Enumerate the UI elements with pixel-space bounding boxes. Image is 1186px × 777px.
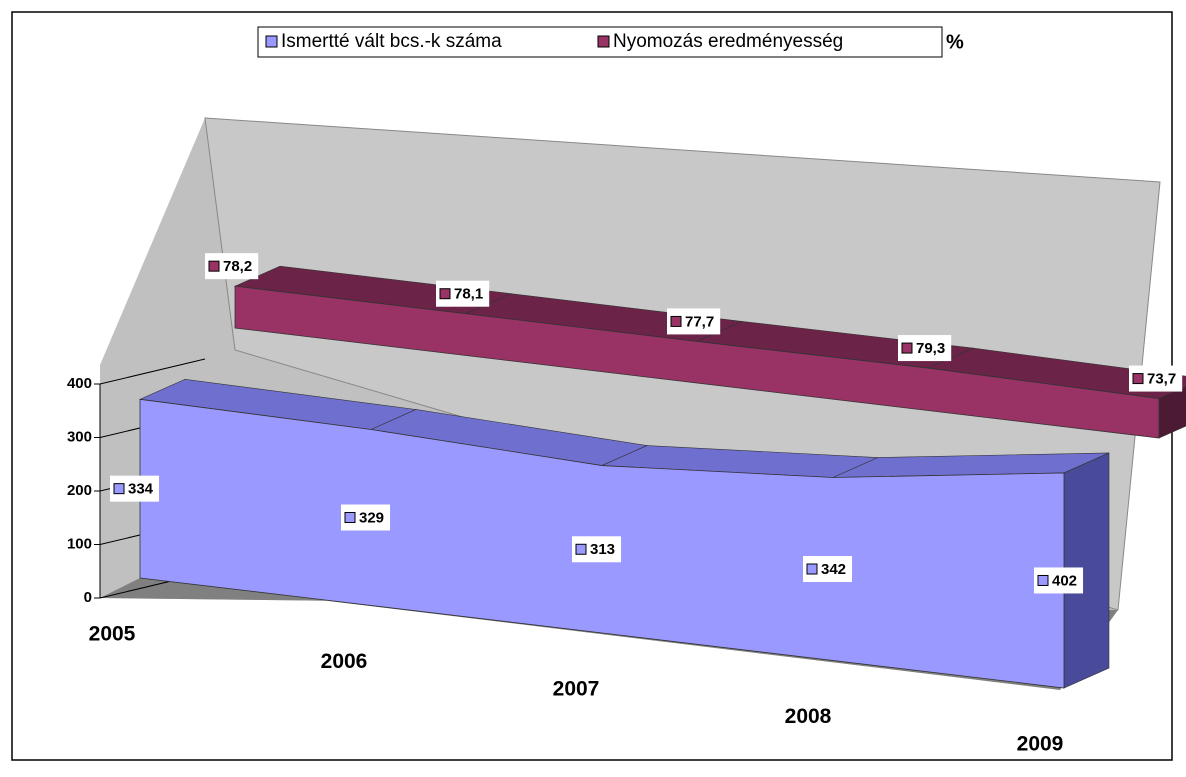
y-tick-label: 100 [67,535,92,552]
data-label: 78,1 [436,280,490,307]
legend-label: Nyomozás eredményesség [613,31,843,52]
legend-suffix: % [946,31,964,53]
data-label-text: 78,1 [454,286,483,303]
data-label-text: 79,3 [916,340,945,357]
x-tick-label: 2006 [321,650,368,673]
legend-swatch [597,35,610,48]
data-label-text: 313 [590,541,615,558]
data-label-swatch [1037,574,1049,586]
data-label-swatch [1132,373,1144,385]
data-label: 329 [341,504,391,531]
x-tick-label: 2008 [785,705,832,728]
data-label-text: 329 [359,509,384,526]
data-label-text: 402 [1052,572,1077,589]
data-label-text: 77,7 [685,313,714,330]
data-label-swatch [670,315,682,327]
data-label: 79,3 [898,335,952,362]
legend: Ismertté vált bcs.-k száma Nyomozás ered… [257,26,964,58]
y-tick-label: 200 [67,482,92,499]
x-tick-label: 2007 [553,678,600,701]
data-label-swatch [439,288,451,300]
legend-label: Ismertté vált bcs.-k száma [281,31,502,52]
data-label: 402 [1034,567,1084,594]
y-tick-label: 0 [84,589,92,606]
data-label-text: 342 [821,561,846,578]
data-label: 73,7 [1129,365,1183,392]
data-label: 342 [803,556,853,583]
data-label-swatch [344,511,356,523]
y-tick-label: 300 [67,428,92,445]
x-tick-label: 2005 [89,623,136,646]
data-label-text: 73,7 [1147,371,1176,388]
data-label: 334 [110,475,160,502]
data-label-swatch [806,563,818,575]
grid-line [99,358,206,385]
data-label-text: 78,2 [223,258,252,275]
legend-swatch [265,35,278,48]
data-label: 78,2 [205,253,259,280]
data-label: 77,7 [667,308,721,335]
data-label-swatch [575,543,587,555]
data-label: 313 [572,536,622,563]
data-label-swatch [901,342,913,354]
x-tick-label: 2009 [1017,733,1064,756]
data-label-text: 334 [128,481,154,498]
legend-box [257,26,943,58]
data-label-swatch [208,260,220,272]
y-tick-label: 400 [67,375,92,392]
data-label-swatch [113,483,125,495]
area [234,285,1160,439]
